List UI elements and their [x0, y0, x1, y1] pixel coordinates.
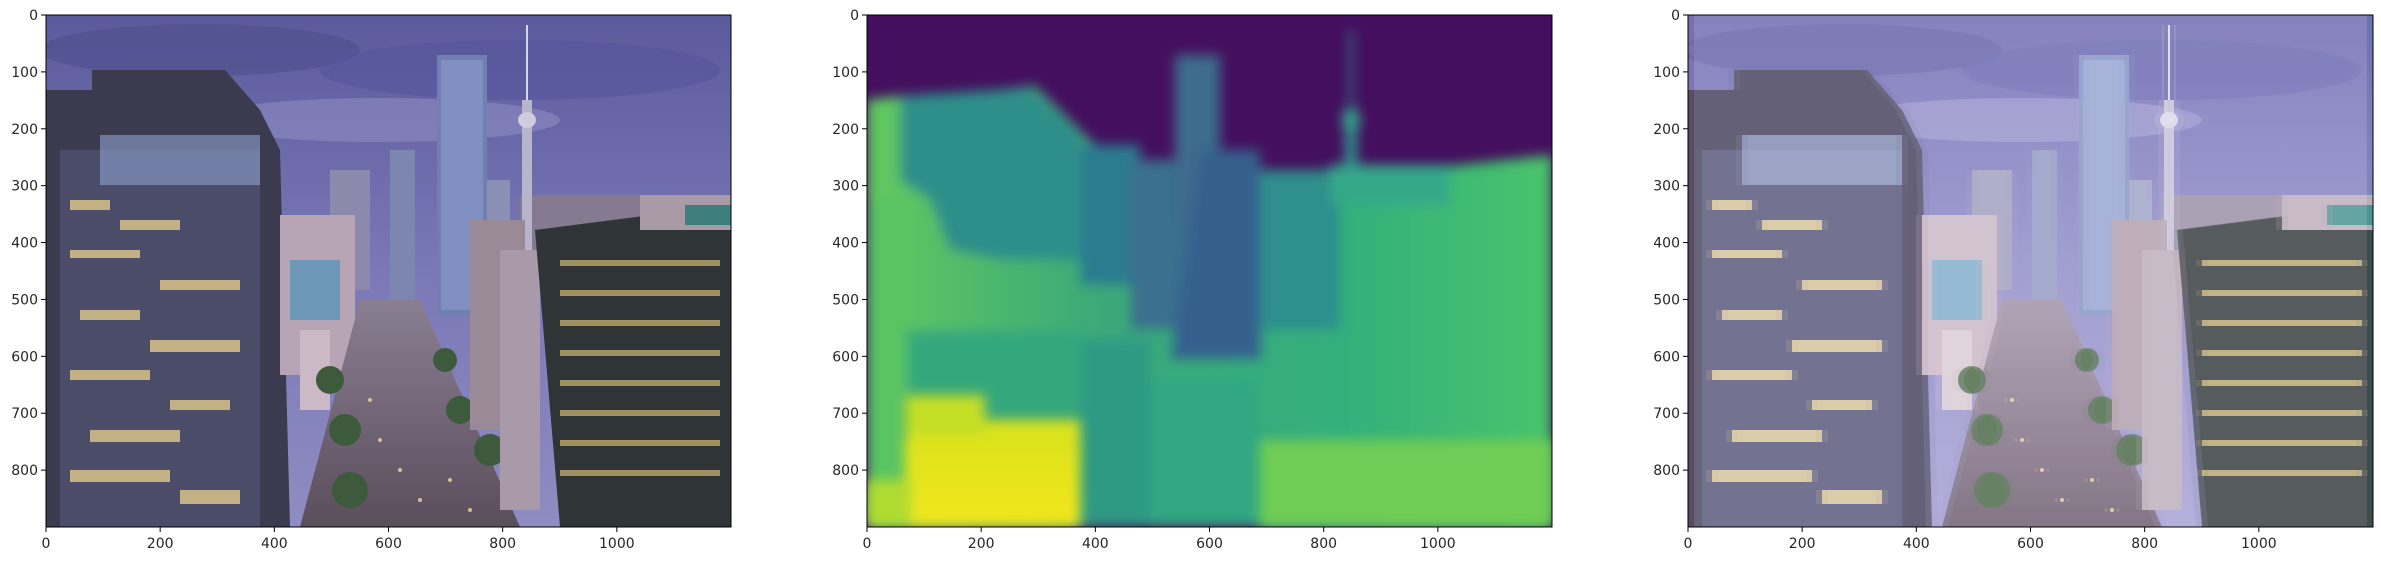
- x-tick-label: 200: [147, 536, 174, 552]
- y-tick-label: 800: [832, 463, 859, 479]
- y-tick-label: 200: [11, 122, 38, 138]
- x-tick-label: 1000: [1420, 536, 1456, 552]
- axes-depth: 0 200 400 600 800 1000 0 100 200 300 400 500 600 700 8…: [832, 8, 1455, 552]
- y-tick-label: 700: [1653, 406, 1680, 422]
- y-tick-label: 0: [850, 8, 859, 24]
- y-tick-label: 500: [1653, 292, 1680, 308]
- x-tick-label: 600: [375, 536, 402, 552]
- x-tick-label: 200: [968, 536, 995, 552]
- x-tick-label: 1000: [599, 536, 635, 552]
- y-tick-label: 600: [1653, 349, 1680, 365]
- panel-anaglyph: [1688, 15, 2373, 527]
- x-tick-label: 400: [1082, 536, 1109, 552]
- y-tick-label: 400: [11, 236, 38, 252]
- y-tick-label: 100: [1653, 65, 1680, 81]
- y-tick-label: 800: [11, 463, 38, 479]
- x-tick-label: 800: [1310, 536, 1337, 552]
- x-tick-label: 1000: [2241, 536, 2277, 552]
- y-tick-label: 400: [832, 236, 859, 252]
- y-tick-label: 400: [1653, 236, 1680, 252]
- panel-depth: [867, 15, 1552, 527]
- y-tick-label: 700: [832, 406, 859, 422]
- y-tick-label: 200: [832, 122, 859, 138]
- x-tick-label: 800: [2131, 536, 2158, 552]
- depth-map: [867, 15, 1552, 527]
- x-tick-label: 800: [489, 536, 516, 552]
- x-tick-label: 400: [261, 536, 288, 552]
- y-tick-label: 500: [832, 292, 859, 308]
- axes-anaglyph: 0 200 400 600 800 1000 0 100 200 300 400 500 600 700 8…: [1653, 8, 2276, 552]
- y-tick-label: 0: [29, 8, 38, 24]
- y-tick-label: 800: [1653, 463, 1680, 479]
- x-tick-label: 400: [1903, 536, 1930, 552]
- x-tick-label: 0: [42, 536, 51, 552]
- axes-photo: 0 200 400 600 800 1000 0 100 200 300 400 500 600 700 8…: [11, 8, 634, 552]
- anaglyph-tint: [1694, 15, 2373, 527]
- y-tick-label: 600: [11, 349, 38, 365]
- x-tick-label: 600: [1196, 536, 1223, 552]
- y-tick-label: 200: [1653, 122, 1680, 138]
- y-tick-label: 300: [832, 179, 859, 195]
- y-tick-label: 100: [832, 65, 859, 81]
- y-tick-label: 300: [1653, 179, 1680, 195]
- city-photo: [46, 15, 731, 527]
- x-tick-label: 0: [863, 536, 872, 552]
- y-tick-label: 0: [1671, 8, 1680, 24]
- x-tick-label: 0: [1684, 536, 1693, 552]
- y-tick-label: 700: [11, 406, 38, 422]
- y-tick-label: 600: [832, 349, 859, 365]
- y-tick-label: 500: [11, 292, 38, 308]
- x-tick-label: 200: [1789, 536, 1816, 552]
- panel-photo: [46, 15, 731, 527]
- y-tick-label: 100: [11, 65, 38, 81]
- x-tick-label: 600: [2017, 536, 2044, 552]
- y-tick-label: 300: [11, 179, 38, 195]
